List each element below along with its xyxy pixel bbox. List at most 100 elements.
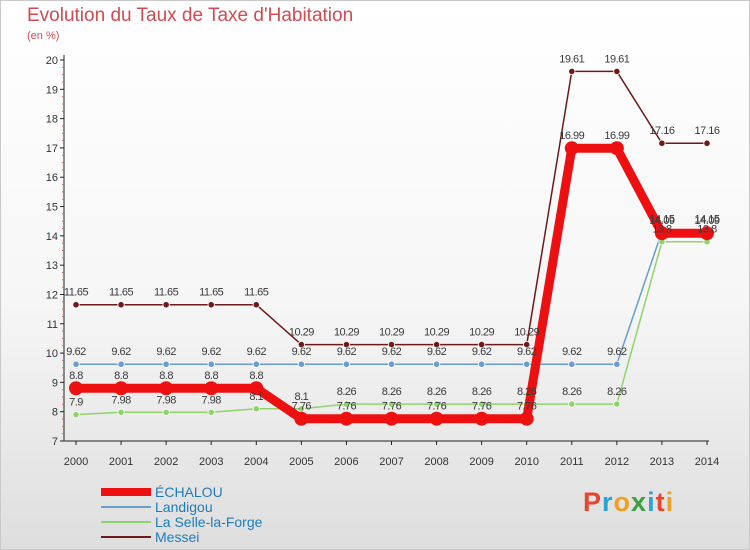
- data-point-messei: [207, 301, 215, 309]
- data-label-la-selle-la-forge: 8.26: [517, 386, 537, 398]
- data-label-la-selle-la-forge: 8.26: [607, 386, 627, 398]
- x-tick-label: 2003: [199, 456, 223, 468]
- data-label-landigou: 9.62: [66, 346, 86, 358]
- proxiti-logo: Proxiti: [583, 487, 674, 518]
- data-point-la-selle-la-forge: [207, 408, 215, 416]
- x-tick-label: 2010: [514, 456, 538, 468]
- data-point-la-selle-la-forge: [72, 411, 80, 419]
- data-label-landigou: 9.62: [202, 346, 222, 358]
- data-label-la-selle-la-forge: 8.26: [337, 386, 357, 398]
- data-point-echalou: [654, 226, 669, 241]
- data-labels-layer: 11.65 11.65 11.65 11.65 11.65 10.29 10.29 10.29…: [64, 53, 721, 413]
- x-tick-label: 2000: [64, 456, 88, 468]
- y-tick-label: 10: [46, 348, 58, 360]
- legend-item-echalou: ÉCHALOU: [101, 485, 401, 500]
- data-label-echalou: 16.99: [559, 130, 584, 142]
- data-point-echalou: [474, 411, 489, 426]
- y-tick-label: 11: [47, 319, 58, 331]
- logo-letter: r: [602, 487, 614, 517]
- data-point-messei: [478, 340, 486, 349]
- x-tick-label: 2007: [379, 456, 403, 468]
- data-label-echalou: 14.09: [694, 215, 719, 227]
- data-point-la-selle-la-forge: [162, 408, 170, 416]
- data-label-messei: 10.29: [289, 327, 314, 339]
- data-label-messei: 10.29: [334, 327, 359, 339]
- data-point-landigou: [523, 360, 531, 368]
- legend-label: Messei: [155, 529, 200, 545]
- data-label-echalou: 8.8: [159, 370, 173, 382]
- data-point-landigou: [568, 360, 576, 368]
- data-point-messei: [162, 301, 170, 309]
- data-label-la-selle-la-forge: 13.8: [697, 224, 717, 236]
- data-label-landigou: 9.62: [111, 346, 131, 358]
- data-point-la-selle-la-forge: [478, 400, 486, 408]
- data-label-landigou: 9.62: [607, 346, 627, 358]
- data-label-landigou: 9.62: [472, 346, 492, 358]
- data-point-messei: [297, 340, 305, 349]
- y-tick-label: 19: [46, 84, 58, 96]
- data-point-echalou: [339, 411, 354, 426]
- data-point-echalou: [294, 411, 309, 426]
- data-point-la-selle-la-forge: [432, 400, 441, 408]
- data-point-la-selle-la-forge: [252, 405, 260, 413]
- data-label-echalou: 7.76: [517, 401, 537, 413]
- data-label-echalou: 16.99: [604, 130, 629, 142]
- x-tick-label: 2002: [154, 456, 178, 468]
- data-label-la-selle-la-forge: 7.98: [202, 394, 222, 406]
- data-point-echalou: [429, 411, 444, 426]
- data-label-la-selle-la-forge: 8.1: [294, 391, 308, 403]
- y-tick-label: 17: [46, 143, 58, 155]
- data-point-landigou: [432, 360, 441, 368]
- data-label-messei: 10.29: [379, 327, 404, 339]
- data-label-echalou: 8.8: [204, 370, 218, 382]
- data-point-messei: [568, 67, 576, 76]
- data-point-messei: [252, 301, 260, 309]
- y-tick-label: 9: [52, 377, 58, 389]
- data-label-messei: 10.29: [469, 327, 494, 339]
- data-label-landigou: 14.15: [694, 213, 719, 225]
- data-label-messei: 11.65: [199, 287, 224, 299]
- data-label-landigou: 9.62: [517, 346, 537, 358]
- logo-letter: i: [647, 487, 656, 517]
- x-tick-label: 2011: [560, 456, 584, 468]
- logo-letter: P: [583, 487, 603, 517]
- data-label-echalou: 8.8: [249, 370, 263, 382]
- data-point-landigou: [478, 360, 486, 368]
- x-tick-label: 2005: [289, 456, 313, 468]
- data-point-echalou: [384, 411, 399, 426]
- axes: 7 8 9 10 11 12 13 14 15 16 17 18 19 20 2000 2001 2002 200…: [46, 55, 719, 468]
- data-point-landigou: [252, 360, 260, 368]
- data-label-la-selle-la-forge: 8.26: [382, 386, 402, 398]
- legend-swatch: [101, 536, 151, 538]
- logo-letter: o: [613, 487, 632, 517]
- legend-swatch: [101, 488, 151, 496]
- y-tick-label: 14: [46, 231, 58, 243]
- data-point-landigou: [117, 360, 125, 368]
- data-label-landigou: 9.62: [382, 346, 402, 358]
- data-label-landigou: 14.15: [649, 213, 674, 225]
- data-label-echalou: 7.76: [472, 401, 492, 413]
- data-label-la-selle-la-forge: 13.8: [652, 224, 672, 236]
- data-label-messei: 19.61: [559, 53, 584, 65]
- data-point-messei: [523, 340, 531, 349]
- legend-label: La Selle-la-Forge: [155, 514, 263, 530]
- legend-label: ÉCHALOU: [155, 484, 223, 500]
- data-point-landigou: [613, 360, 621, 368]
- data-point-la-selle-la-forge: [342, 400, 351, 408]
- data-point-landigou: [207, 360, 215, 368]
- data-label-messei: 11.65: [109, 287, 134, 299]
- data-label-landigou: 9.62: [156, 346, 176, 358]
- data-point-echalou: [204, 381, 219, 396]
- data-label-echalou: 7.76: [292, 401, 312, 413]
- y-tick-label: 20: [46, 55, 58, 67]
- x-tick-label: 2014: [695, 456, 719, 468]
- data-label-echalou: 14.09: [649, 215, 674, 227]
- data-label-messei: 11.65: [154, 287, 179, 299]
- data-point-echalou: [249, 381, 264, 396]
- chart-subtitle: (en %): [27, 30, 60, 42]
- data-label-la-selle-la-forge: 7.98: [156, 394, 176, 406]
- data-point-echalou: [519, 411, 534, 426]
- data-point-landigou: [387, 360, 396, 368]
